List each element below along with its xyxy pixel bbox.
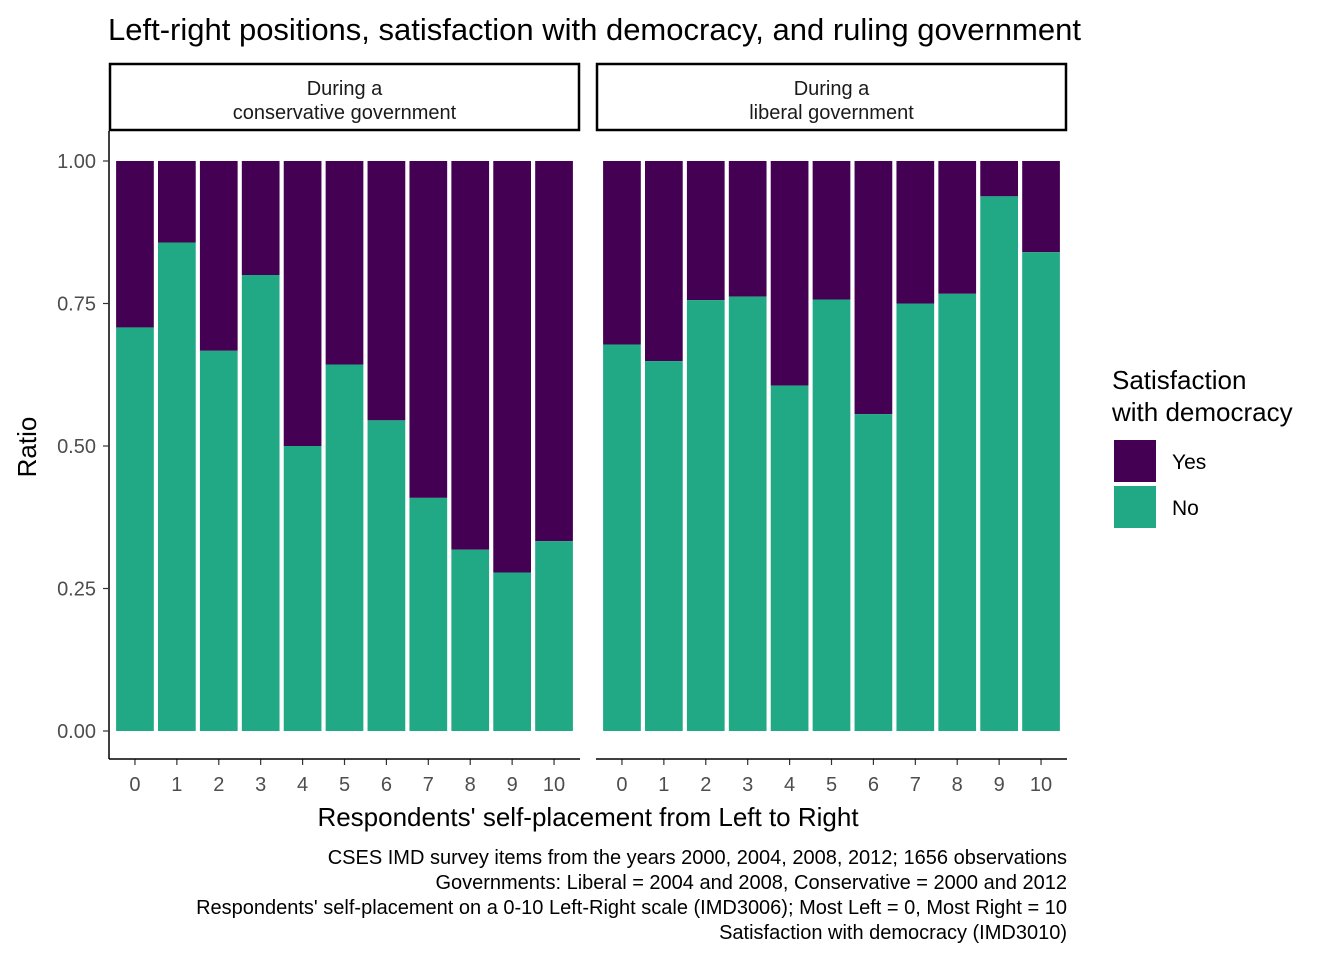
facet-strip-box [595,62,1068,132]
legend-title: Satisfaction [1112,365,1246,395]
bar-no-7 [409,497,448,731]
bar-no-8 [451,549,490,731]
y-tick-label: 0.50 [57,436,96,458]
x-tick-label: 5 [339,774,350,796]
x-tick-label: 7 [910,774,921,796]
facet-strip-label: During a [794,78,870,100]
bar-yes-1 [645,161,683,362]
bar-no-4 [283,446,322,731]
x-tick-label: 1 [171,774,182,796]
bar-yes-0 [603,161,641,345]
bar-no-1 [645,361,683,731]
bar-yes-4 [770,161,809,386]
x-tick-label: 9 [994,774,1005,796]
x-tick-label: 4 [784,774,795,796]
facet-strip-label: conservative government [233,102,457,124]
caption-line: CSES IMD survey items from the years 200… [328,847,1067,869]
x-tick-label: 8 [465,774,476,796]
bar-no-1 [158,242,196,731]
legend-title: with democracy [1111,397,1293,427]
bar-no-9 [980,196,1018,732]
bar-no-4 [770,385,809,731]
legend-key-no [1114,486,1156,528]
bar-yes-5 [812,161,851,300]
chart-title: Left-right positions, satisfaction with … [108,12,1081,47]
bar-yes-7 [409,161,448,498]
facet-strip-label: liberal government [749,102,914,124]
x-tick-label: 10 [543,774,565,796]
x-tick-label: 4 [297,774,308,796]
bar-yes-3 [241,161,280,275]
y-axis-title: Ratio [12,417,42,478]
x-tick-label: 0 [129,774,140,796]
legend-key-yes [1114,440,1156,482]
bar-yes-6 [367,161,406,421]
bar-yes-8 [938,161,977,294]
x-tick-label: 9 [507,774,518,796]
legend-label-yes: Yes [1172,451,1206,474]
bar-no-9 [493,572,531,731]
bar-no-3 [241,275,280,731]
x-tick-label: 2 [700,774,711,796]
bar-yes-9 [980,161,1018,197]
x-axis-title: Respondents' self-placement from Left to… [317,802,859,832]
bar-no-2 [686,300,725,731]
y-tick-label: 0.75 [57,294,96,316]
x-tick-label: 5 [826,774,837,796]
bar-no-6 [367,420,406,731]
facet-strip-box [108,62,581,132]
bar-yes-10 [535,161,573,542]
x-tick-label: 6 [868,774,879,796]
caption-line: Governments: Liberal = 2004 and 2008, Co… [435,872,1067,894]
bar-yes-1 [158,161,196,243]
bar-yes-5 [325,161,364,365]
x-tick-label: 2 [213,774,224,796]
bar-no-5 [812,299,851,731]
y-tick-label: 0.25 [57,579,96,601]
legend-label-no: No [1172,497,1199,520]
bar-yes-2 [686,161,725,301]
bar-yes-6 [854,161,893,415]
bar-no-5 [325,364,364,731]
x-tick-label: 3 [742,774,753,796]
facet-strip-label: During a [307,78,383,100]
bar-no-8 [938,293,977,731]
bar-yes-8 [451,161,490,550]
y-tick-label: 0.00 [57,721,96,743]
bar-yes-4 [283,161,322,446]
x-tick-label: 0 [616,774,627,796]
x-tick-label: 3 [255,774,266,796]
bar-no-0 [116,327,154,731]
caption-line: Satisfaction with democracy (IMD3010) [719,922,1067,944]
x-tick-label: 8 [952,774,963,796]
caption: CSES IMD survey items from the years 200… [196,847,1067,944]
bar-yes-0 [116,161,154,328]
x-tick-label: 6 [381,774,392,796]
bar-no-0 [603,344,641,731]
bar-yes-9 [493,161,531,573]
bar-no-10 [1022,252,1060,731]
bar-no-6 [854,414,893,731]
x-tick-label: 10 [1030,774,1052,796]
bar-yes-2 [199,161,238,351]
bar-yes-7 [896,161,935,304]
x-tick-label: 1 [658,774,669,796]
bar-no-7 [896,303,935,731]
bar-yes-3 [728,161,767,297]
bar-yes-10 [1022,161,1060,253]
x-tick-label: 7 [423,774,434,796]
y-tick-label: 1.00 [57,151,96,173]
bar-no-3 [728,296,767,731]
y-axis: 0.00 0.25 0.50 0.75 1.00 [57,131,110,759]
caption-line: Respondents' self-placement on a 0-10 Le… [196,897,1067,919]
bar-no-10 [535,541,573,731]
bar-no-2 [199,350,238,731]
